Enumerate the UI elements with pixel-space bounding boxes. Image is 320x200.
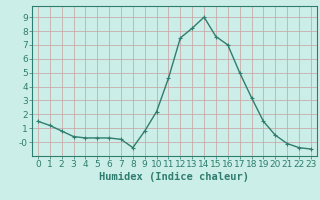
X-axis label: Humidex (Indice chaleur): Humidex (Indice chaleur)	[100, 172, 249, 182]
